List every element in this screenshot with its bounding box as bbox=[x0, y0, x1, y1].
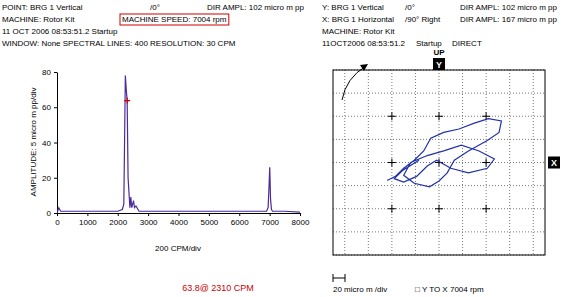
y-tick-label: 20 bbox=[42, 174, 51, 183]
y-tick-label: 60 bbox=[42, 103, 51, 112]
x-tick-label: 4000 bbox=[170, 218, 188, 227]
scale-bar bbox=[333, 274, 345, 282]
header-text: MACHINE: Rotor Kit bbox=[322, 27, 395, 36]
cursor-marker bbox=[124, 98, 130, 104]
x-tick: 2000 bbox=[109, 213, 127, 227]
y-grid-line bbox=[333, 139, 545, 140]
plot-area bbox=[57, 76, 300, 213]
x-tick-label: 1000 bbox=[79, 218, 97, 227]
y-tick-label: 0 bbox=[47, 209, 52, 218]
header-text: DIR AMPL: 102 micro m pp bbox=[207, 3, 304, 12]
y-badge bbox=[433, 58, 445, 70]
x-tick-mark bbox=[209, 213, 210, 216]
header-text: WINDOW: None SPECTRAL LINES: 400 RESOLUT… bbox=[2, 39, 236, 48]
x-tick-label: 3000 bbox=[140, 218, 158, 227]
orbit-panel: Y: BRG 1 Vertical/0° DIR AMPL: 102 micro … bbox=[322, 3, 560, 294]
x-tick: 4000 bbox=[170, 213, 188, 227]
y-axis-title: AMPLITUDE: 5 micro m pp/div bbox=[29, 88, 38, 197]
plot-frame bbox=[333, 70, 545, 255]
x-tick-mark bbox=[148, 213, 149, 216]
x-tick: 3000 bbox=[140, 213, 158, 227]
grid-cross bbox=[388, 159, 396, 167]
y-tick: 60 bbox=[42, 103, 57, 112]
rotation-arrowhead bbox=[360, 64, 368, 71]
x-tick-label: 7000 bbox=[261, 218, 279, 227]
x-grid-line bbox=[368, 70, 369, 255]
x-tick-mark bbox=[270, 213, 271, 216]
spectrum-panel: POINT: BRG 1 Vertical/0° DIR AMPL: 102 mi… bbox=[2, 3, 310, 293]
header-text: MACHINE SPEED: 7004 rpm bbox=[122, 15, 227, 24]
header-text: /0° bbox=[405, 3, 415, 12]
x-tick-mark bbox=[118, 213, 119, 216]
header-text: DIRECT bbox=[452, 39, 482, 48]
orbit-line bbox=[387, 119, 501, 187]
grid-cross bbox=[435, 112, 443, 120]
x-tick-label: 6000 bbox=[231, 218, 249, 227]
header-text: DIR AMPL: 167 micro m pp bbox=[460, 15, 557, 24]
cursor-readout: 63.8@ 2310 CPM bbox=[182, 283, 254, 293]
x-tick-label: 2000 bbox=[109, 218, 127, 227]
up-label: UP bbox=[433, 48, 445, 57]
y-tick-label: 40 bbox=[42, 139, 51, 148]
y-tick: 20 bbox=[42, 174, 57, 183]
header-text: DIR AMPL: 102 micro m pp bbox=[460, 3, 557, 12]
rotation-arrow bbox=[342, 66, 366, 100]
y-tick: 0 bbox=[47, 209, 57, 218]
y-tick-mark bbox=[54, 72, 57, 73]
x-tick: 7000 bbox=[261, 213, 279, 227]
x-tick-label: 5000 bbox=[200, 218, 218, 227]
footer-text: 20 micro m /div bbox=[333, 285, 387, 294]
header-text: /0° bbox=[150, 3, 160, 12]
y-tick-mark bbox=[54, 178, 57, 179]
x-tick: 1000 bbox=[79, 213, 97, 227]
y-grid-line bbox=[333, 93, 545, 94]
x-tick-label: 0 bbox=[55, 218, 60, 227]
x-tick: 5000 bbox=[200, 213, 218, 227]
header-text: 11 OCT 2006 08:53:51.2 Startup bbox=[2, 27, 118, 36]
header-text: Y: BRG 1 Vertical bbox=[322, 3, 384, 12]
header-text: 11OCT2006 08:53:51.2 bbox=[322, 39, 406, 48]
x-tick: 6000 bbox=[231, 213, 249, 227]
x-axis-title: 200 CPM/div bbox=[155, 244, 201, 253]
grid-cross bbox=[482, 205, 490, 213]
y-tick-mark bbox=[54, 143, 57, 144]
y-tick: 40 bbox=[42, 139, 57, 148]
x-tick: 0 bbox=[55, 213, 60, 227]
x-axis-title: X bbox=[551, 158, 557, 168]
x-tick-label: 8000 bbox=[292, 218, 310, 227]
y-tick-label: 80 bbox=[42, 68, 51, 77]
y-tick-mark bbox=[54, 213, 57, 214]
y-grid-line bbox=[333, 231, 545, 232]
x-tick-mark bbox=[239, 213, 240, 216]
header-text: MACHINE: Rotor Kit bbox=[2, 15, 75, 24]
x-tick-mark bbox=[300, 213, 301, 216]
spectrum-line bbox=[57, 76, 300, 213]
x-badge bbox=[548, 157, 560, 169]
y-grid-line bbox=[333, 185, 545, 186]
x-grid-line bbox=[533, 70, 534, 255]
highlight-box bbox=[120, 14, 229, 25]
grid-cross bbox=[388, 205, 396, 213]
y-axis: 0 20 40 60 80 bbox=[42, 68, 57, 218]
x-tick-mark bbox=[87, 213, 88, 216]
header-text: /90° Right bbox=[405, 15, 441, 24]
y-axis-title: Y bbox=[436, 60, 442, 70]
header-text: Startup bbox=[416, 39, 442, 48]
header-text: X: BRG 1 Horizontal bbox=[322, 15, 394, 24]
x-axis: 0 1000 2000 3000 4000 5000 6000 7000 8000 bbox=[55, 213, 310, 227]
y-tick-mark bbox=[54, 107, 57, 108]
grid-cross bbox=[388, 112, 396, 120]
header-text: POINT: BRG 1 Vertical bbox=[2, 3, 83, 12]
y-tick: 80 bbox=[42, 68, 57, 77]
x-tick-mark bbox=[179, 213, 180, 216]
x-tick: 8000 bbox=[292, 213, 310, 227]
chart-page: POINT: BRG 1 Vertical/0° DIR AMPL: 102 mi… bbox=[0, 0, 566, 297]
footer-text: □ Y TO X 7004 rpm bbox=[415, 285, 484, 294]
grid-cross bbox=[435, 205, 443, 213]
plot-area bbox=[387, 119, 501, 187]
y-axis-line bbox=[57, 73, 58, 214]
